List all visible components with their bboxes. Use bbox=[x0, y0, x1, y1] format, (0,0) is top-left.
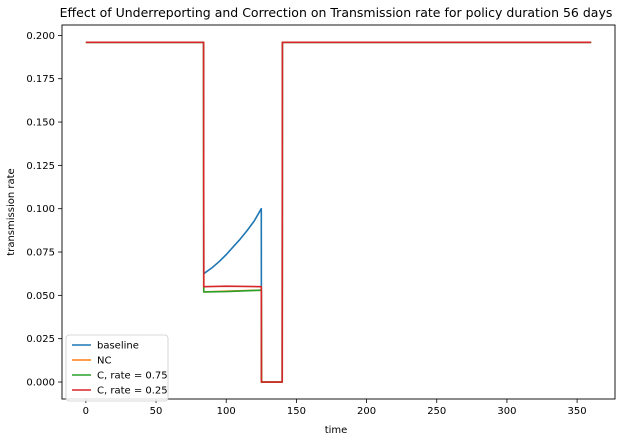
plot-frame bbox=[61, 24, 616, 400]
y-axis: 0.000 0.025 0.050 0.075 0.100 0.125 0.150 0.175… bbox=[26, 31, 62, 389]
y-tick-label: 0.200 bbox=[26, 31, 55, 42]
x-tick-label: 100 bbox=[217, 406, 236, 417]
x-axis-label: time bbox=[325, 425, 348, 436]
y-tick-label: 0.100 bbox=[26, 204, 55, 215]
y-tick-label: 0.075 bbox=[26, 248, 55, 259]
x-tick-label: 50 bbox=[150, 406, 163, 417]
x-tick-label: 300 bbox=[497, 406, 516, 417]
legend-label: C, rate = 0.75 bbox=[97, 371, 168, 382]
x-tick-label: 350 bbox=[568, 406, 587, 417]
chart-title: Effect of Underreporting and Correction … bbox=[60, 5, 613, 20]
y-tick-label: 0.000 bbox=[26, 378, 55, 389]
y-tick-label: 0.125 bbox=[26, 161, 55, 172]
x-tick-label: 200 bbox=[357, 406, 376, 417]
legend: baseline NC C, rate = 0.75 C, rate = 0.25 bbox=[65, 334, 169, 402]
y-tick-label: 0.175 bbox=[26, 74, 55, 85]
x-axis: 0 50 100 150 200 250 300 350 bbox=[83, 399, 587, 417]
legend-label: NC bbox=[97, 356, 111, 367]
legend-box bbox=[65, 334, 169, 402]
y-axis-label: transmission rate bbox=[6, 168, 17, 255]
y-tick-label: 0.025 bbox=[26, 334, 55, 345]
series-line bbox=[85, 41, 592, 383]
legend-label: C, rate = 0.25 bbox=[97, 386, 168, 397]
legend-label: baseline bbox=[97, 341, 139, 352]
y-tick-label: 0.050 bbox=[26, 291, 55, 302]
x-tick-label: 0 bbox=[83, 406, 89, 417]
y-tick-label: 0.150 bbox=[26, 118, 55, 129]
x-tick-label: 250 bbox=[427, 406, 446, 417]
series-lines bbox=[85, 41, 592, 383]
x-tick-label: 150 bbox=[287, 406, 306, 417]
